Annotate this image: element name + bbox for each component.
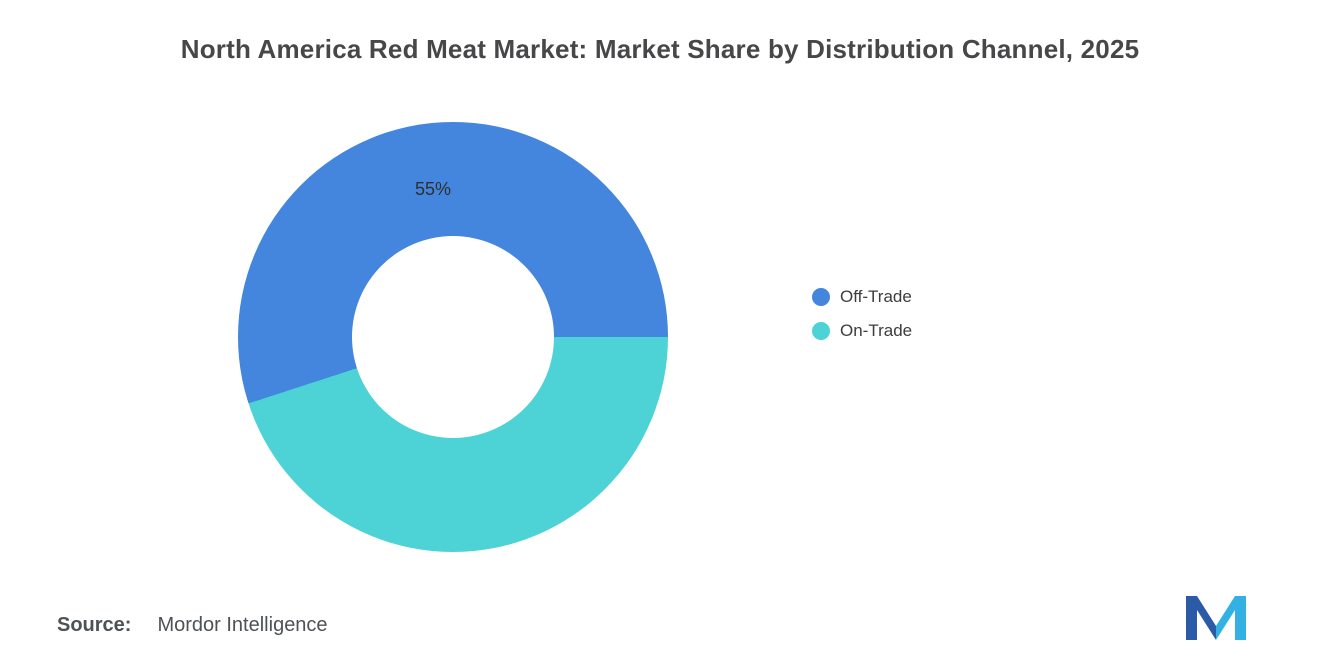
legend-label-off-trade: Off-Trade — [840, 287, 912, 306]
source-attribution: Source: Mordor Intelligence — [57, 614, 328, 637]
legend-label-on-trade: On-Trade — [840, 321, 913, 340]
mordor-intelligence-logo-icon — [1186, 596, 1246, 640]
legend-item-on-trade: On-Trade — [812, 321, 912, 341]
source-label: Source: — [57, 614, 132, 636]
logo-right-diagonal — [1216, 596, 1235, 640]
off-trade-slice-label: 55% — [414, 179, 452, 199]
donut-hole — [352, 236, 554, 438]
chart-legend: Off-Trade On-Trade — [812, 287, 912, 341]
legend-item-off-trade: Off-Trade — [812, 287, 912, 307]
on-trade-color-dot-icon — [812, 322, 830, 340]
chart-title: North America Red Meat Market: Market Sh… — [180, 34, 1140, 64]
logo-right-stroke — [1235, 596, 1246, 640]
logo-left-diagonal — [1197, 596, 1216, 640]
off-trade-color-dot-icon — [812, 288, 830, 306]
logo-left-stroke — [1186, 596, 1197, 640]
donut-chart: 55% — [238, 122, 668, 552]
source-value: Mordor Intelligence — [157, 614, 328, 636]
